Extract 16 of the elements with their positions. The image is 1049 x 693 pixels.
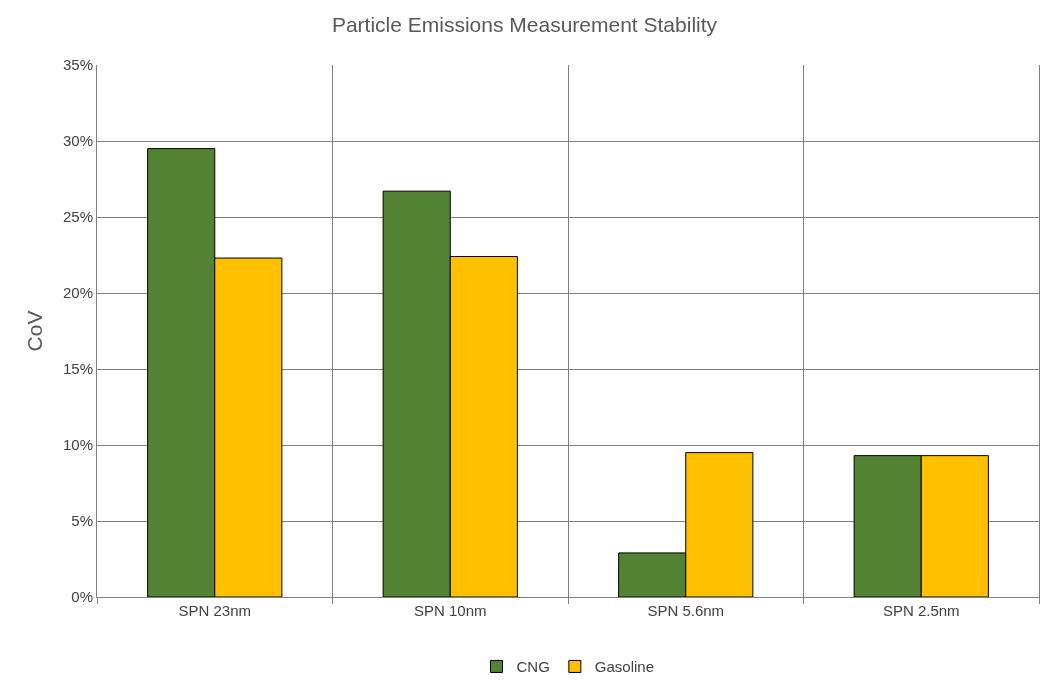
legend-label: CNG bbox=[516, 658, 550, 676]
chart-title: Particle Emissions Measurement Stability bbox=[331, 13, 718, 37]
y-tick-label: 35% bbox=[62, 56, 93, 74]
y-tick-label: 0% bbox=[71, 588, 93, 606]
y-tick-label: 25% bbox=[62, 208, 93, 226]
legend-label: Gasoline bbox=[594, 658, 655, 676]
y-tick-label: 10% bbox=[62, 436, 93, 454]
y-tick-label: 30% bbox=[62, 132, 93, 150]
x-tick-label: SPN 2.5nm bbox=[882, 602, 960, 619]
x-tick-label: SPN 10nm bbox=[413, 602, 487, 619]
y-axis-title: CoV bbox=[23, 310, 47, 352]
x-tick-label: SPN 5.6nm bbox=[647, 602, 725, 619]
y-tick-label: 20% bbox=[62, 284, 93, 302]
y-tick-label: 5% bbox=[71, 512, 93, 530]
x-tick-label: SPN 23nm bbox=[178, 602, 252, 619]
y-tick-label: 15% bbox=[62, 360, 93, 378]
